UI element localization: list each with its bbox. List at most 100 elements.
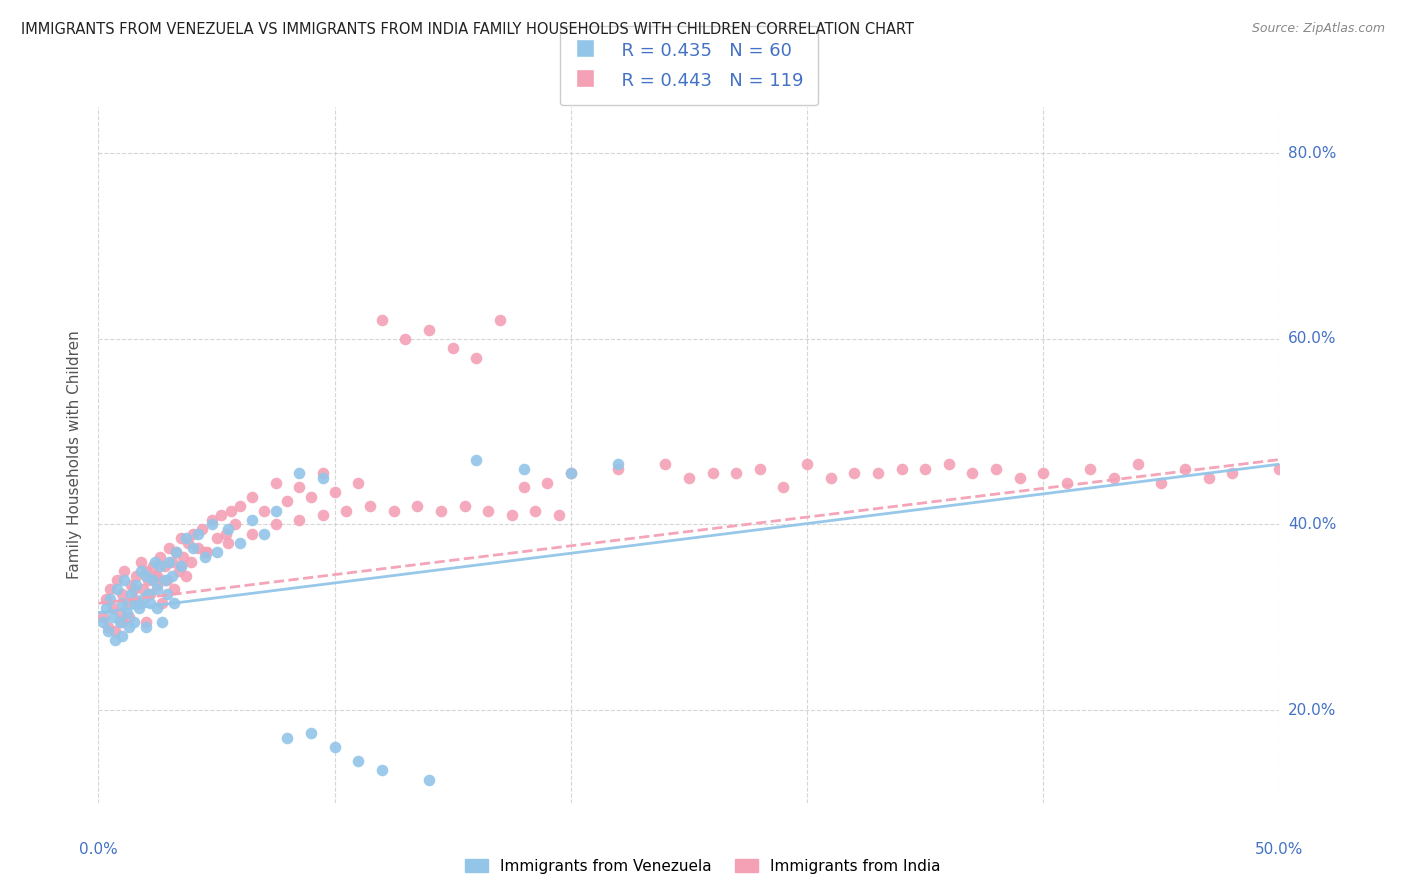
Point [512,480,534,494]
Point [101,601,124,615]
Point [201,517,224,532]
Point [299,490,322,504]
Point [1102,471,1125,485]
Point [678,471,700,485]
Point [94,601,117,615]
Point [335,503,357,517]
Point [94,591,117,606]
Point [160,555,183,569]
Point [312,508,335,523]
Point [115,606,138,620]
Point [121,578,143,592]
Point [172,549,194,564]
Legend: Immigrants from Venezuela, Immigrants from India: Immigrants from Venezuela, Immigrants fr… [460,853,946,880]
Point [524,503,547,517]
Point [276,731,298,745]
Point [91,610,114,624]
Text: 50.0%: 50.0% [1256,842,1303,856]
Point [128,596,150,610]
Point [149,559,172,574]
Point [170,532,193,546]
Point [702,467,724,481]
Point [253,526,276,541]
Point [174,532,197,546]
Point [264,517,287,532]
Point [938,457,960,471]
Point [187,526,209,541]
Point [844,467,866,481]
Point [108,615,131,629]
Point [430,503,453,517]
Point [205,532,228,546]
Point [125,568,148,582]
Point [240,490,263,504]
Point [125,578,148,592]
Point [160,568,183,582]
Point [187,541,209,555]
Text: 40.0%: 40.0% [1288,517,1336,532]
Point [359,499,381,513]
Point [112,564,135,578]
Point [128,601,150,615]
Point [153,559,176,574]
Point [1032,467,1054,481]
Point [163,596,186,610]
Point [536,475,558,490]
Point [150,615,173,629]
Point [194,549,217,564]
Point [153,573,176,587]
Point [312,471,335,485]
Point [146,582,169,597]
Point [98,582,121,597]
Point [135,615,157,629]
Point [489,313,512,327]
Point [205,545,228,559]
Text: 20.0%: 20.0% [1288,703,1336,717]
Point [560,467,582,481]
Point [156,587,179,601]
Point [1268,462,1291,476]
Point [1126,457,1149,471]
Point [394,332,416,346]
Point [132,582,155,597]
Point [229,499,252,513]
Point [111,615,134,629]
Point [181,526,204,541]
Point [299,726,322,740]
Point [108,606,131,620]
Point [91,615,114,629]
Point [167,564,190,578]
Point [135,619,157,633]
Point [104,624,127,639]
Point [347,754,370,768]
Point [323,485,346,500]
Point [371,764,394,778]
Point [111,596,134,610]
Point [323,740,346,755]
Point [820,471,842,485]
Point [170,559,193,574]
Point [1080,462,1102,476]
Text: 0.0%: 0.0% [79,842,118,856]
Point [607,462,630,476]
Point [796,457,818,471]
Point [501,508,523,523]
Point [984,462,1007,476]
Point [101,610,124,624]
Point [136,587,159,601]
Point [229,536,252,550]
Point [165,545,187,559]
Point [118,610,141,624]
Point [209,508,232,523]
Point [97,624,120,639]
Point [240,526,263,541]
Text: 60.0%: 60.0% [1288,332,1336,346]
Point [477,503,499,517]
Point [122,591,145,606]
Point [143,555,166,569]
Point [97,619,120,633]
Point [548,508,571,523]
Point [1150,475,1173,490]
Point [1174,462,1197,476]
Point [163,582,186,597]
